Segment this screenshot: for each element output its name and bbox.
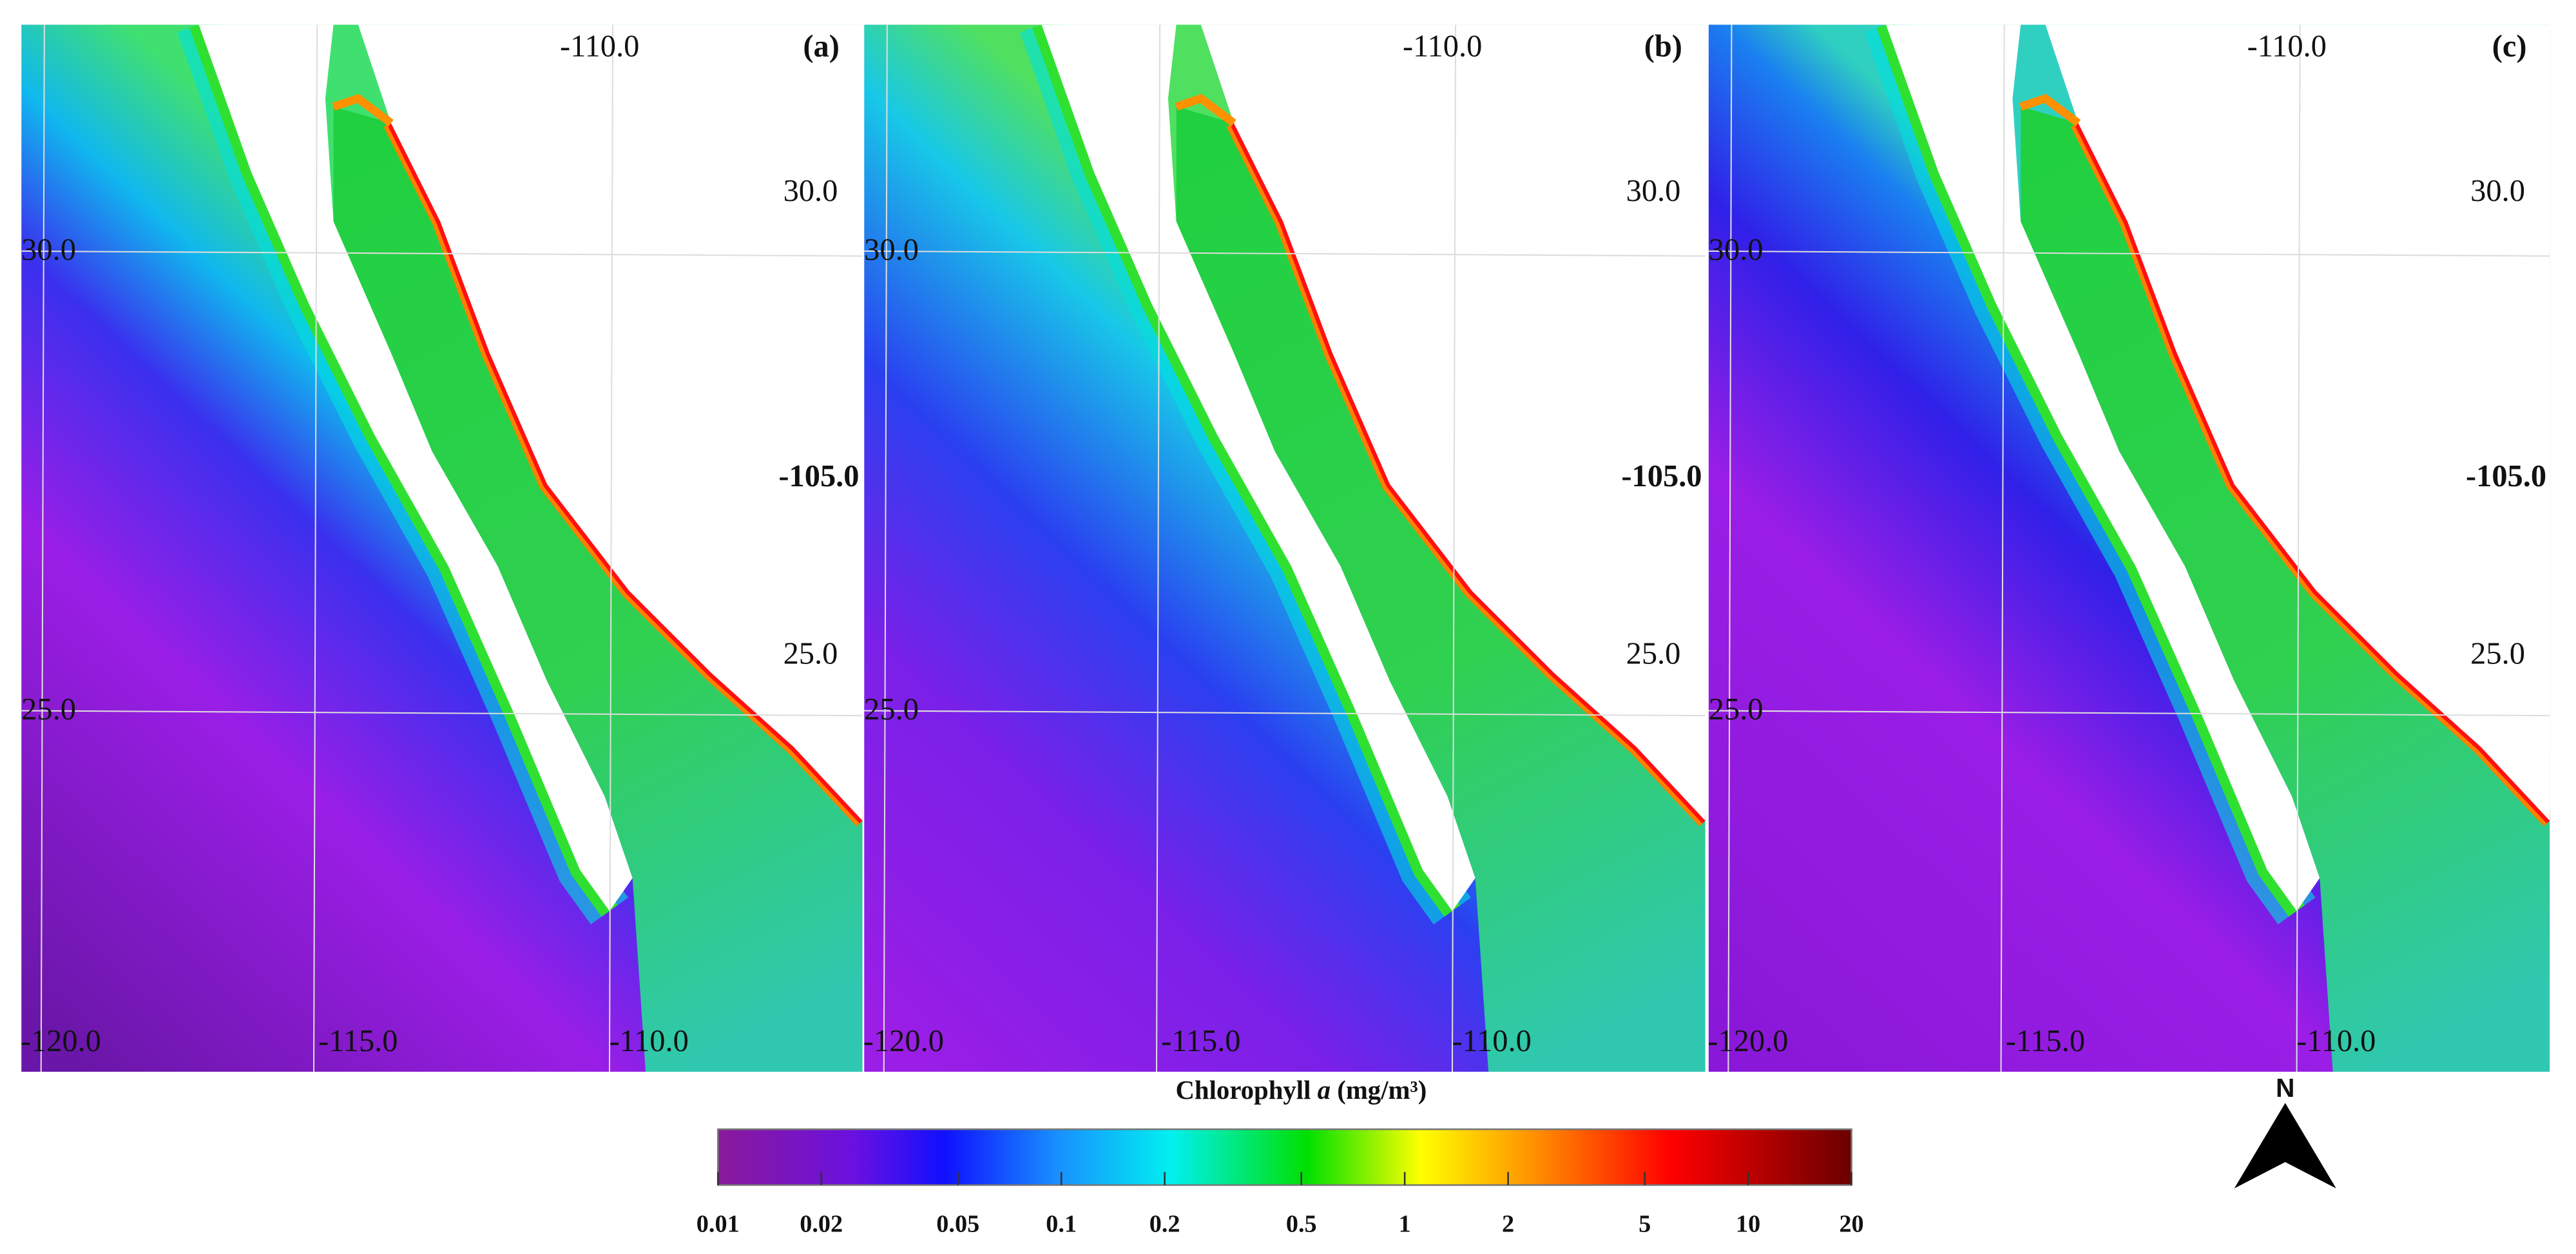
coordinate-label: 30.0 xyxy=(21,233,76,267)
map-image xyxy=(1708,24,2550,1072)
graticule xyxy=(1156,24,1161,1072)
colorbar xyxy=(716,1128,1852,1186)
colorbar-ticks: 0.01 0.02 0.05 0.1 0.2 0.5 1 2 5 10 20 xyxy=(697,1172,1864,1237)
colorbar-tick-label: 0.02 xyxy=(800,1210,843,1237)
colorbar-tick-label: 1 xyxy=(1399,1210,1411,1237)
colorbar-title: Chlorophyll a (mg/m³) xyxy=(1175,1076,1427,1105)
north-label: N xyxy=(2276,1073,2294,1103)
coordinate-label: -110.0 xyxy=(1403,30,1482,64)
map-panel: (b) -110.0 30.0 -105.0 25.0 30.0 25.0 -120.0 -11… xyxy=(863,24,1706,1072)
coordinate-label: 30.0 xyxy=(2470,174,2525,208)
graticule xyxy=(40,24,45,1072)
coordinate-label: -105.0 xyxy=(778,459,859,493)
coordinate-label: -115.0 xyxy=(2006,1024,2085,1058)
graticule xyxy=(1727,24,1733,1072)
graticule xyxy=(608,24,614,1072)
land xyxy=(198,24,633,911)
graticule xyxy=(312,24,318,1072)
coastal-band xyxy=(332,93,394,127)
panel-label: (b) xyxy=(1644,30,1682,64)
graticule xyxy=(2296,24,2301,1072)
colorbar-tick-label: 5 xyxy=(1639,1210,1651,1237)
coordinate-label: -110.0 xyxy=(560,30,639,64)
graticule xyxy=(1708,710,2550,717)
coordinate-label: -115.0 xyxy=(1161,1024,1240,1058)
coordinate-label: 25.0 xyxy=(783,636,838,670)
colorbar-tick-label: 0.05 xyxy=(936,1210,979,1237)
coastal-band xyxy=(2019,93,2081,127)
colorbar-title-italic: a xyxy=(1318,1076,1331,1105)
panel-label: (a) xyxy=(803,30,839,64)
coordinate-label: 30.0 xyxy=(864,233,919,267)
coordinate-label: 25.0 xyxy=(864,692,919,727)
coastal-band xyxy=(1175,93,1236,127)
coordinate-label: 30.0 xyxy=(1626,174,1681,208)
graticule xyxy=(1708,250,2550,257)
colorbar-title-text: Chlorophyll xyxy=(1175,1076,1317,1105)
colorbar-title-unit: (mg/m³) xyxy=(1331,1076,1427,1105)
coordinate-label: -110.0 xyxy=(1452,1024,1532,1058)
coordinate-label: -105.0 xyxy=(2466,459,2546,493)
gulf-water xyxy=(333,106,863,1072)
graticule xyxy=(883,24,888,1072)
land xyxy=(2045,24,2550,821)
graticule xyxy=(1451,24,1457,1072)
graticule xyxy=(864,710,1706,717)
graticule xyxy=(864,250,1706,257)
map-image xyxy=(864,24,1706,1072)
land xyxy=(1041,24,1475,911)
colorbar-tick-label: 10 xyxy=(1736,1210,1760,1237)
land xyxy=(1886,24,2320,911)
map-panel: (a) -110.0 30.0 -105.0 25.0 30.0 25.0 -120.0 -11… xyxy=(21,24,863,1072)
panel-label: (c) xyxy=(2492,30,2527,64)
land xyxy=(1200,24,1706,821)
coordinate-label: -120.0 xyxy=(1707,1024,1788,1058)
graticule xyxy=(21,250,863,257)
colorbar-tick-label: 0.2 xyxy=(1149,1210,1180,1237)
coordinate-label: 30.0 xyxy=(783,174,838,208)
colorbar-tick-label: 20 xyxy=(1839,1210,1863,1237)
graticule xyxy=(21,710,863,717)
coordinate-label: -110.0 xyxy=(2296,1024,2376,1058)
coordinate-label: -120.0 xyxy=(863,1024,944,1058)
map-panel: (c) -110.0 30.0 -105.0 25.0 30.0 25.0 -120.0 -11… xyxy=(1707,24,2550,1072)
coordinate-label: -110.0 xyxy=(609,1024,688,1058)
graticule xyxy=(2000,24,2005,1072)
coordinate-label: -120.0 xyxy=(21,1024,101,1058)
gulf-water xyxy=(2021,106,2550,1072)
coordinate-label: 25.0 xyxy=(1626,636,1681,670)
colorbar-tick-label: 0.01 xyxy=(697,1210,740,1237)
map-panels: (a) -110.0 30.0 -105.0 25.0 30.0 25.0 -120.0 -11… xyxy=(21,24,2550,1072)
land xyxy=(358,24,863,821)
colorbar-tick-label: 0.1 xyxy=(1046,1210,1077,1237)
coordinate-label: 25.0 xyxy=(21,692,76,727)
coordinate-label: 25.0 xyxy=(1709,692,1764,727)
colorbar-tick-label: 2 xyxy=(1502,1210,1514,1237)
coordinate-label: 30.0 xyxy=(1709,233,1764,267)
coordinate-label: -105.0 xyxy=(1621,459,1702,493)
coordinate-label: -115.0 xyxy=(318,1024,398,1058)
north-arrow xyxy=(2234,1103,2336,1189)
coordinate-label: 25.0 xyxy=(2470,636,2525,670)
map-image xyxy=(21,24,863,1072)
gulf-water xyxy=(1176,106,1706,1072)
coordinate-label: -110.0 xyxy=(2247,30,2327,64)
colorbar-tick-label: 0.5 xyxy=(1286,1210,1317,1237)
